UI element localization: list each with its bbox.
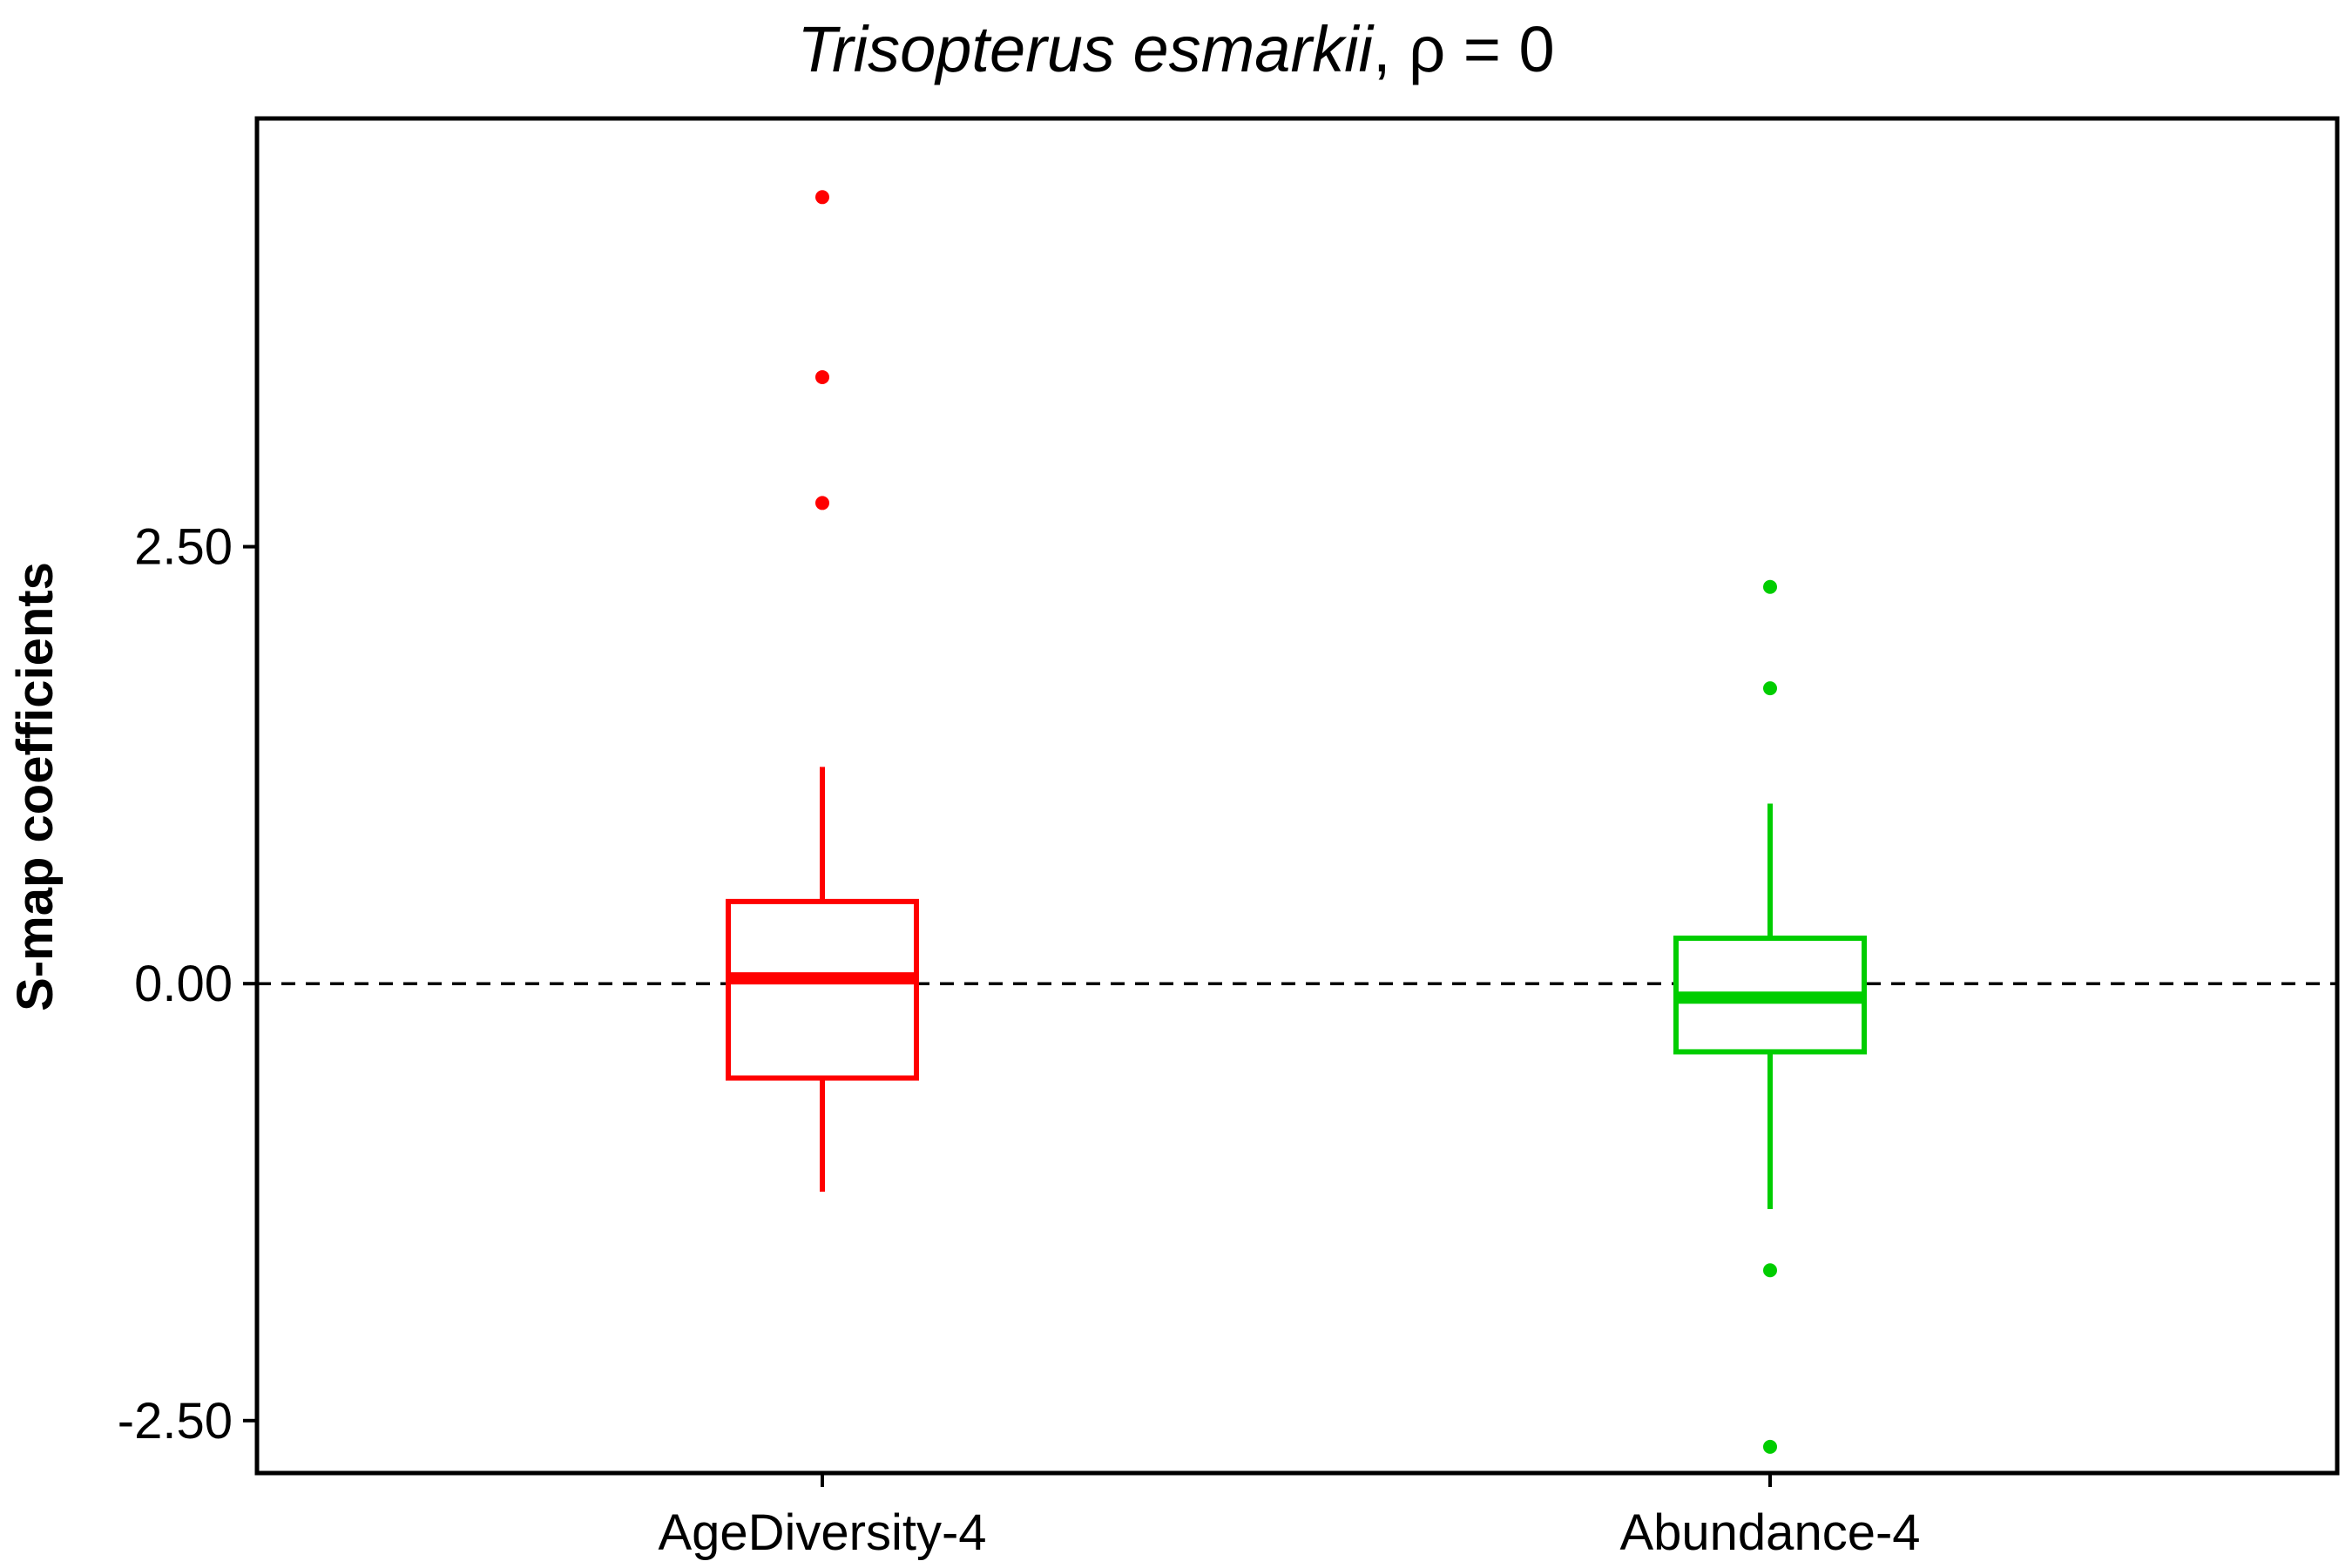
- box-iqr: [726, 898, 919, 1081]
- x-tick-label: AgeDiversity-4: [658, 1504, 986, 1561]
- outlier-point: [1763, 681, 1777, 696]
- y-tick-label: -2.50: [118, 1393, 233, 1450]
- chart-title: Trisopterus esmarkii, ρ = 0: [797, 13, 1554, 85]
- outlier-point: [815, 190, 829, 205]
- plot-area: -2.50 0.00 2.50 AgeDiversity-4 Abundance-4: [118, 190, 2337, 1561]
- outlier-point: [1763, 1263, 1777, 1278]
- outlier-point: [815, 369, 829, 384]
- outlier-point: [1763, 579, 1777, 594]
- outlier-point: [815, 496, 829, 510]
- y-tick-label: 2.50: [134, 519, 233, 576]
- y-axis-label: S-map coefficients: [7, 562, 64, 1011]
- y-tick-label: 0.00: [134, 956, 233, 1012]
- x-tick-label: Abundance-4: [1619, 1504, 1920, 1561]
- plot-frame: [254, 116, 2340, 1476]
- chart-title-italic: Trisopterus esmarkii: [797, 13, 1375, 85]
- chart-title-rest: , ρ = 0: [1373, 13, 1555, 85]
- outlier-point: [1763, 1439, 1777, 1454]
